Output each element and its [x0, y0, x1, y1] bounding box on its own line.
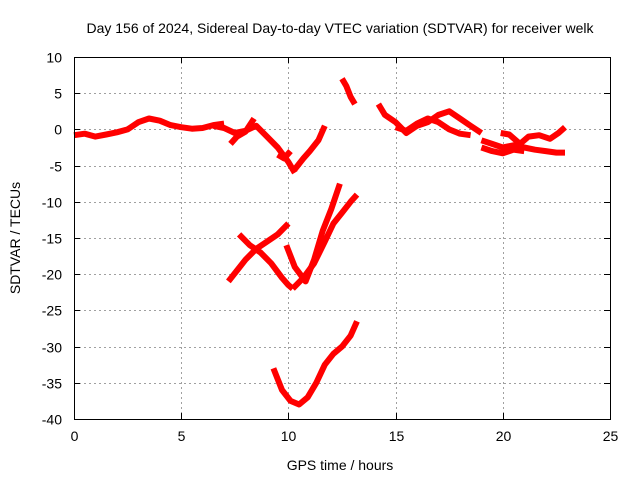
series-arc-11	[480, 144, 525, 157]
series-arc-9	[480, 137, 565, 156]
series-arc-10	[500, 124, 567, 147]
x-tick-label: 10	[281, 428, 297, 444]
x-axis-label: GPS time / hours	[287, 457, 394, 473]
chart-title: Day 156 of 2024, Sidereal Day-to-day VTE…	[86, 20, 594, 36]
x-tick-label: 20	[496, 428, 512, 444]
y-tick-label: -10	[42, 195, 62, 211]
series-arc-16	[270, 320, 360, 408]
x-tick-label: 15	[389, 428, 405, 444]
series-arc-15	[290, 192, 360, 291]
series-layer	[73, 77, 567, 408]
series-arc-2	[212, 122, 298, 175]
tick-layer: 0 5 10 15 20 25 10 5 0 -5 -10 -15 -20 -25 -30 -35 -40	[42, 50, 619, 445]
y-tick-label: 5	[54, 86, 62, 102]
series-arc-13	[236, 232, 295, 292]
series-arc-3	[228, 116, 257, 146]
y-tick-label: -25	[42, 303, 62, 319]
series-arc-7	[375, 102, 484, 136]
x-tick-label: 5	[178, 428, 186, 444]
y-tick-label: 10	[46, 50, 62, 66]
grid-layer	[74, 57, 610, 419]
series-arc-6	[339, 77, 358, 106]
y-axis-label: SDTVAR / TECUs	[7, 182, 23, 294]
y-tick-label: -35	[42, 376, 62, 392]
y-tick-label: 0	[54, 122, 62, 138]
y-tick-label: -30	[42, 340, 62, 356]
y-tick-label: -40	[42, 412, 62, 428]
series-arc-5	[292, 124, 328, 172]
x-tick-label: 0	[71, 428, 79, 444]
series-arc-8	[394, 115, 472, 139]
series-arc-1	[73, 115, 225, 140]
plot-frame	[74, 57, 611, 420]
y-tick-label: -15	[42, 231, 62, 247]
series-arc-4	[276, 149, 293, 162]
y-tick-label: -5	[50, 159, 63, 175]
y-tick-label: -20	[42, 267, 62, 283]
x-tick-label: 25	[603, 428, 619, 444]
